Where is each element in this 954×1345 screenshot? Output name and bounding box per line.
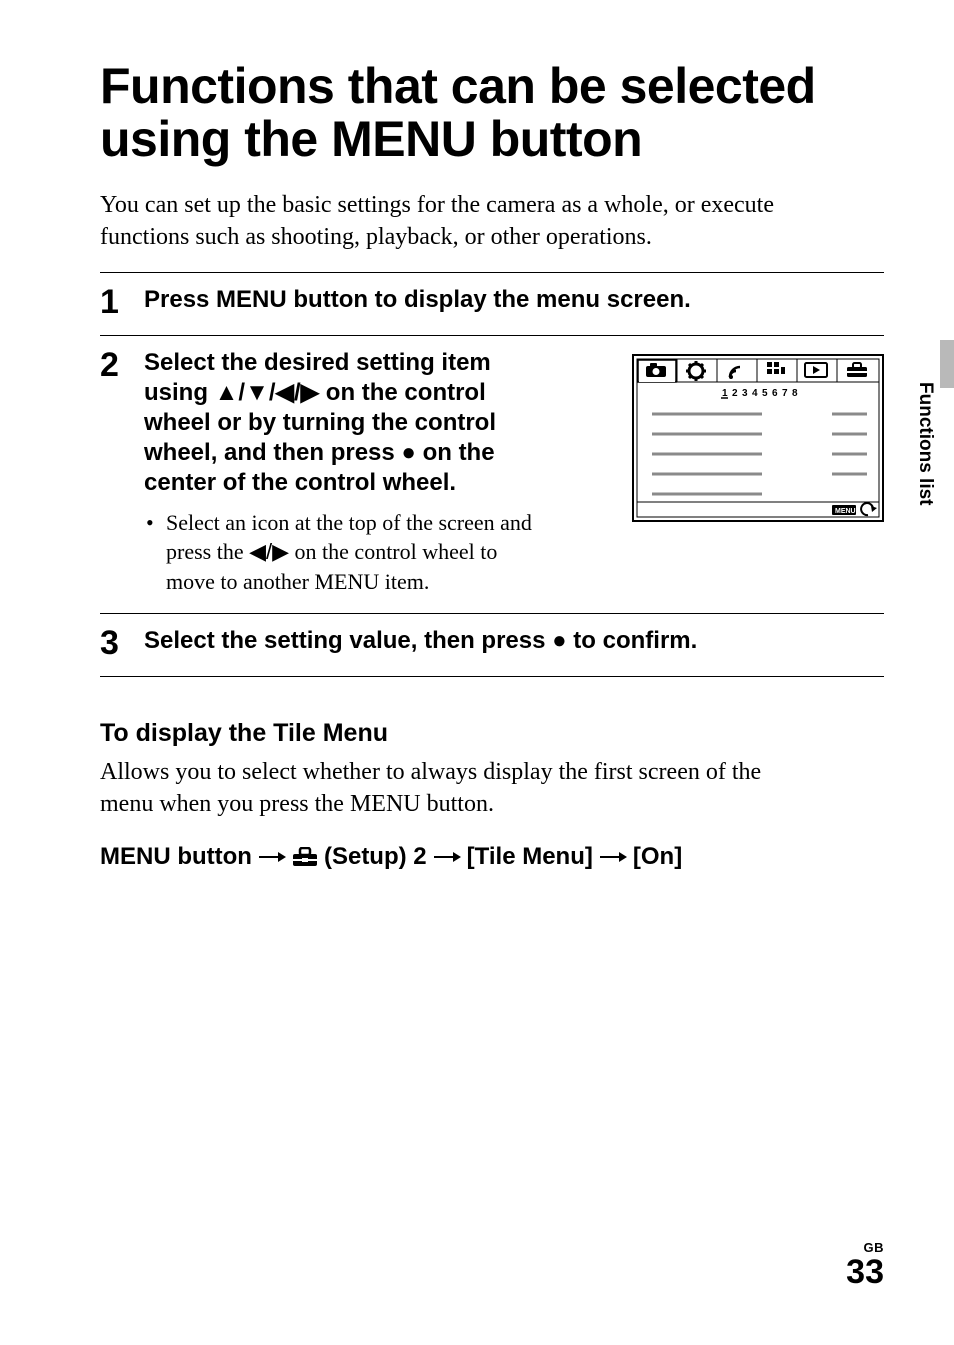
arrow-right-icon [433, 843, 461, 871]
step-1: 1 Press MENU button to display the menu … [100, 273, 884, 335]
left-right-arrows-icon: ◀/▶ [249, 539, 289, 564]
svg-text:3: 3 [742, 388, 748, 399]
path-segment: [Tile Menu] [467, 843, 593, 871]
step-number: 3 [100, 626, 126, 660]
step-number: 2 [100, 348, 126, 382]
tile-menu-body: Allows you to select whether to always d… [100, 756, 820, 821]
step-text: Press MENU button to display the menu sc… [144, 285, 884, 315]
side-tab: Functions list [894, 340, 954, 550]
center-dot-icon: ● [401, 439, 416, 466]
step-2: 2 Select the desired setting item using … [100, 336, 884, 613]
step-text: Select the desired setting item using ▲/… [144, 348, 554, 498]
intro-paragraph: You can set up the basic settings for th… [100, 189, 820, 254]
svg-text:6: 6 [772, 388, 778, 399]
svg-text:5: 5 [762, 388, 768, 399]
arrow-right-icon [258, 843, 286, 871]
page-number: 33 [846, 1255, 884, 1289]
step-bullet: Select an icon at the top of the screen … [144, 508, 544, 597]
step-3: 3 Select the setting value, then press ●… [100, 614, 884, 676]
step-number: 1 [100, 285, 126, 319]
step-text: Select the setting value, then press ● t… [144, 626, 884, 656]
path-segment: MENU button [100, 843, 252, 871]
dpad-arrows-icon: ▲/▼/◀/▶ [215, 379, 319, 406]
page-title: Functions that can be selected using the… [100, 60, 884, 165]
page-root: Functions that can be selected using the… [0, 0, 954, 1345]
text-fragment: Select the setting value, then press [144, 627, 552, 654]
center-dot-icon: ● [552, 627, 567, 654]
menu-screen-diagram: 1 2 3 4 5 6 7 8 [632, 354, 884, 522]
svg-text:2: 2 [732, 388, 738, 399]
divider [100, 676, 884, 677]
arrow-right-icon [599, 843, 627, 871]
text-fragment: to confirm. [567, 627, 698, 654]
path-segment: (Setup) 2 [324, 843, 427, 871]
menu-path: MENU button (Setup) 2 [Tile Menu] [On] [100, 843, 884, 871]
toolbox-icon [292, 847, 318, 867]
side-tab-marker [940, 340, 954, 388]
svg-text:MENU: MENU [835, 508, 856, 515]
svg-text:8: 8 [792, 388, 798, 399]
side-tab-label: Functions list [914, 382, 936, 506]
subheading-tile-menu: To display the Tile Menu [100, 719, 884, 748]
path-segment: [On] [633, 843, 682, 871]
svg-text:4: 4 [752, 388, 758, 399]
svg-text:7: 7 [782, 388, 788, 399]
page-footer: GB 33 [846, 1240, 884, 1289]
